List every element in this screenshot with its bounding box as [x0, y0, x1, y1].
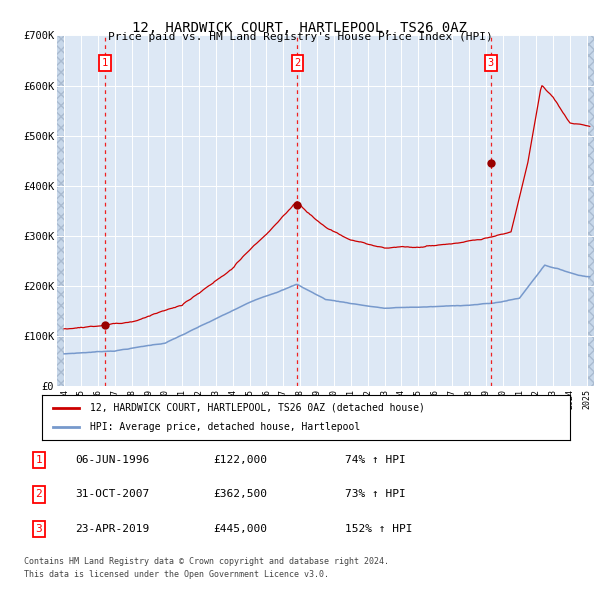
Text: 1: 1	[102, 58, 108, 68]
Text: 12, HARDWICK COURT, HARTLEPOOL, TS26 0AZ (detached house): 12, HARDWICK COURT, HARTLEPOOL, TS26 0AZ…	[89, 403, 424, 412]
Text: Contains HM Land Registry data © Crown copyright and database right 2024.: Contains HM Land Registry data © Crown c…	[24, 558, 389, 566]
Text: 3: 3	[488, 58, 494, 68]
Text: 152% ↑ HPI: 152% ↑ HPI	[345, 524, 413, 533]
Text: £362,500: £362,500	[213, 490, 267, 499]
Bar	[57, 35, 64, 386]
Text: 1: 1	[35, 455, 43, 465]
Text: 06-JUN-1996: 06-JUN-1996	[75, 455, 149, 465]
Text: 73% ↑ HPI: 73% ↑ HPI	[345, 490, 406, 499]
Text: £445,000: £445,000	[213, 524, 267, 533]
Text: 3: 3	[35, 524, 43, 533]
Text: 2: 2	[294, 58, 301, 68]
Bar	[587, 35, 594, 386]
Text: £122,000: £122,000	[213, 455, 267, 465]
Text: 12, HARDWICK COURT, HARTLEPOOL, TS26 0AZ: 12, HARDWICK COURT, HARTLEPOOL, TS26 0AZ	[133, 21, 467, 35]
Text: HPI: Average price, detached house, Hartlepool: HPI: Average price, detached house, Hart…	[89, 422, 360, 432]
Text: 2: 2	[35, 490, 43, 499]
Text: This data is licensed under the Open Government Licence v3.0.: This data is licensed under the Open Gov…	[24, 571, 329, 579]
Text: 74% ↑ HPI: 74% ↑ HPI	[345, 455, 406, 465]
Text: 31-OCT-2007: 31-OCT-2007	[75, 490, 149, 499]
Text: Price paid vs. HM Land Registry's House Price Index (HPI): Price paid vs. HM Land Registry's House …	[107, 32, 493, 42]
Text: 23-APR-2019: 23-APR-2019	[75, 524, 149, 533]
